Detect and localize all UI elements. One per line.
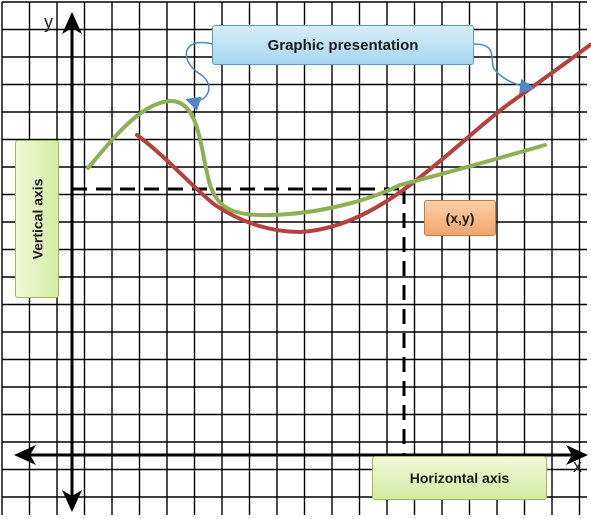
x-axis [14,445,588,465]
y-axis [62,12,82,512]
point-label-box: (x,y) [424,200,496,236]
vertical-axis-label: Vertical axis [29,178,46,260]
green-curve [86,98,547,218]
y-axis-letter: y [44,12,53,32]
vertical-axis-label-box: Vertical axis [15,140,59,298]
horizontal-axis-label-box: Horizontal axis [372,456,547,500]
x-axis-letter: x [573,456,582,476]
red-curve [135,43,591,235]
connector-left [185,41,214,111]
title-label-box: Graphic presentation [212,25,474,65]
connector-right [473,43,535,94]
